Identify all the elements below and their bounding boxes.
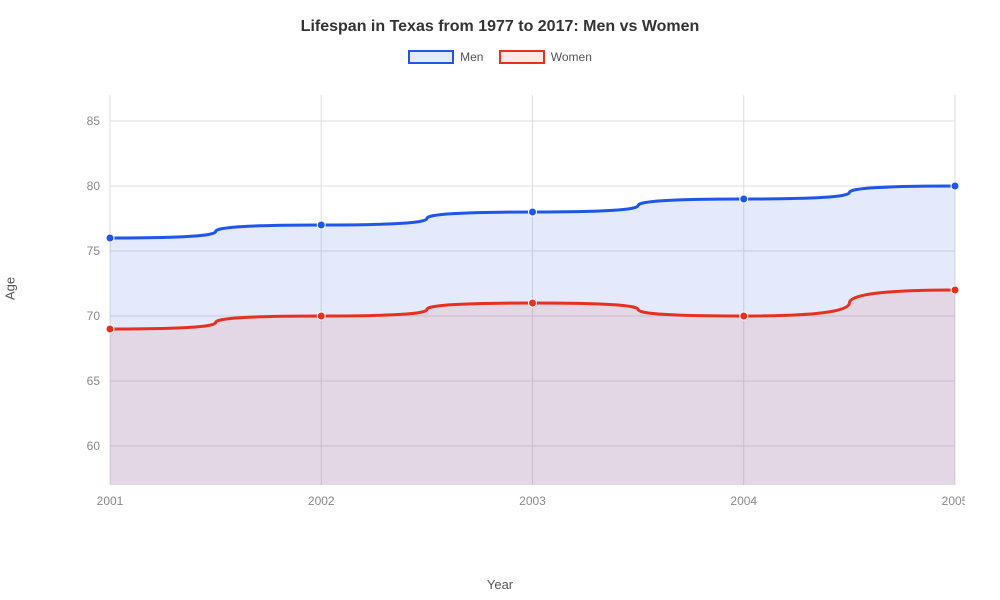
chart-title: Lifespan in Texas from 1977 to 2017: Men… <box>0 0 1000 36</box>
x-axis-label: Year <box>0 577 1000 592</box>
legend-label-women: Women <box>551 50 592 64</box>
y-tick-label: 60 <box>87 439 101 453</box>
data-point[interactable] <box>106 325 114 333</box>
y-tick-label: 70 <box>87 309 101 323</box>
legend: Men Women <box>0 50 1000 67</box>
x-tick-label: 2003 <box>519 494 546 508</box>
data-point[interactable] <box>740 312 748 320</box>
data-point[interactable] <box>317 312 325 320</box>
legend-item-women[interactable]: Women <box>499 50 592 64</box>
x-tick-label: 2002 <box>308 494 335 508</box>
x-tick-label: 2001 <box>97 494 124 508</box>
data-point[interactable] <box>317 221 325 229</box>
data-point[interactable] <box>529 208 537 216</box>
y-tick-label: 85 <box>87 114 101 128</box>
legend-swatch-men <box>408 50 454 64</box>
data-point[interactable] <box>529 299 537 307</box>
legend-label-men: Men <box>460 50 483 64</box>
data-point[interactable] <box>951 182 959 190</box>
plot-area: 60 65 70 75 80 85 2001 2002 2003 2004 2005 <box>65 90 965 525</box>
x-tick-label: 2004 <box>730 494 757 508</box>
legend-item-men[interactable]: Men <box>408 50 483 64</box>
chart-container: Lifespan in Texas from 1977 to 2017: Men… <box>0 0 1000 600</box>
data-point[interactable] <box>106 234 114 242</box>
y-axis-label: Age <box>3 277 18 300</box>
y-tick-label: 75 <box>87 244 101 258</box>
data-point[interactable] <box>740 195 748 203</box>
data-point[interactable] <box>951 286 959 294</box>
x-tick-label: 2005 <box>942 494 965 508</box>
legend-swatch-women <box>499 50 545 64</box>
y-tick-label: 80 <box>87 179 101 193</box>
plot-svg: 60 65 70 75 80 85 2001 2002 2003 2004 2005 <box>65 90 965 525</box>
y-tick-label: 65 <box>87 374 101 388</box>
